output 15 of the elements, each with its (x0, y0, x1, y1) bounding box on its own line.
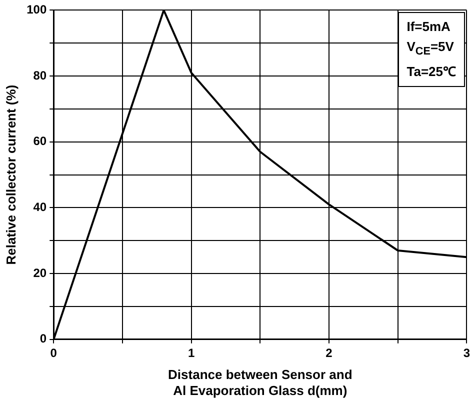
x-tick-label: 3 (463, 346, 470, 360)
annotation: V$_{CE}$=5V (406, 38, 455, 60)
y-axis-title: Relative collector current (%) (3, 84, 18, 265)
x-tick-label: 0 (50, 346, 58, 360)
y-tick-label: 80 (33, 68, 47, 82)
x-tick-label: 2 (326, 346, 333, 360)
y-tick-label: 40 (33, 200, 47, 214)
x-axis-title: Distance between Sensor and Al Evaporation Glass d(mm) (168, 367, 352, 398)
annotation: Ta=25℃ (406, 62, 456, 81)
y-tick-label: 100 (26, 2, 47, 17)
y-tick-label: 60 (33, 134, 47, 148)
x-tick-label: 1 (188, 346, 195, 360)
y-tick-label: 0 (40, 332, 47, 346)
y-tick-label: 20 (33, 266, 47, 280)
annotation: If=5mA (406, 18, 452, 36)
